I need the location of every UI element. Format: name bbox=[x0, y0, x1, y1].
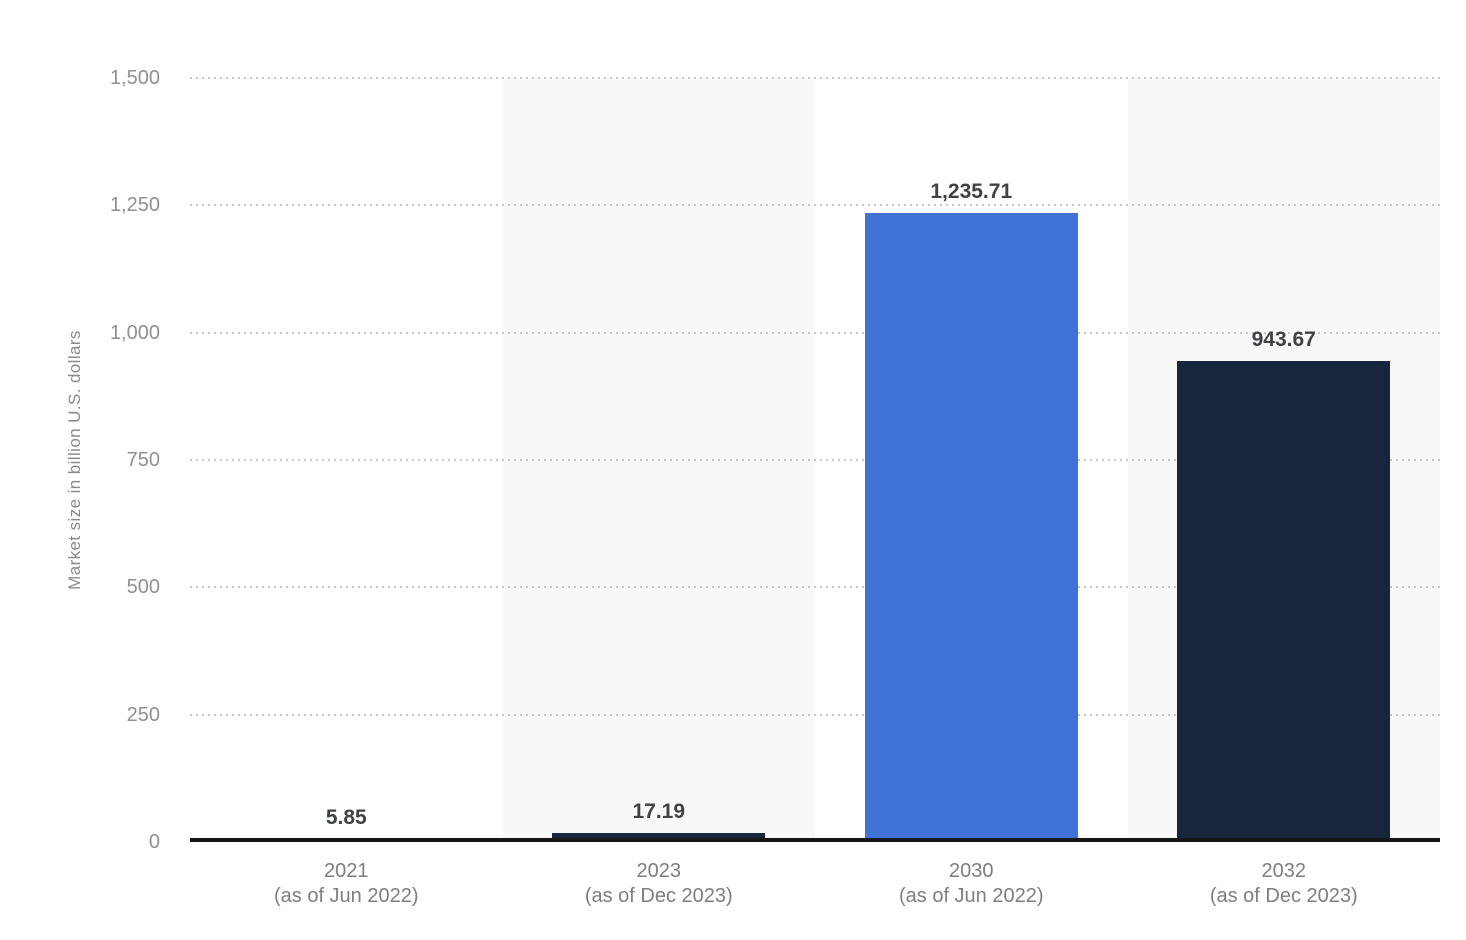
bar-2023[interactable] bbox=[552, 833, 766, 842]
gridline-1,000 bbox=[190, 331, 1440, 334]
x-axis-line bbox=[190, 838, 1440, 842]
gridline-750 bbox=[190, 459, 1440, 461]
x-tick-year: 2032 bbox=[1261, 860, 1307, 882]
value-label-2023: 17.19 bbox=[632, 800, 686, 824]
x-tick-year: 2030 bbox=[949, 860, 994, 882]
x-tick-note: (as of Jun 2022) bbox=[273, 885, 419, 907]
value-label-2021: 5.85 bbox=[325, 806, 367, 830]
x-tick-label-2021: 2021 (as of Jun 2022) bbox=[190, 859, 503, 909]
gridline-500 bbox=[190, 586, 1440, 589]
value-label-2030: 1,235.71 bbox=[930, 179, 1013, 203]
y-tick-label-1,250: 1,250 bbox=[109, 194, 160, 217]
x-tick-label-2030: 2030 (as of Jun 2022) bbox=[815, 859, 1128, 909]
gridline-1,500 bbox=[190, 77, 1440, 79]
x-tick-year: 2021 bbox=[324, 860, 369, 882]
y-tick-label-1,000: 1,000 bbox=[109, 321, 160, 344]
y-tick-label-750: 750 bbox=[126, 449, 160, 471]
y-tick-label-500: 500 bbox=[126, 576, 160, 599]
gridline-1,250 bbox=[190, 204, 1440, 207]
y-tick-label-1,500: 1,500 bbox=[109, 67, 160, 89]
value-label-2032: 943.67 bbox=[1251, 328, 1316, 352]
x-tick-label-2032: 2032 (as of Dec 2023) bbox=[1128, 859, 1441, 909]
gridline-250 bbox=[190, 713, 1440, 716]
x-tick-note: (as of Dec 2023) bbox=[1209, 885, 1358, 907]
x-tick-note: (as of Dec 2023) bbox=[584, 885, 733, 907]
x-tick-label-2023: 2023 (as of Dec 2023) bbox=[503, 859, 816, 909]
bar-2032[interactable] bbox=[1177, 361, 1391, 842]
x-tick-note: (as of Jun 2022) bbox=[898, 885, 1044, 907]
x-tick-year: 2023 bbox=[636, 860, 682, 882]
bar-2030[interactable] bbox=[864, 212, 1078, 842]
y-tick-label-0: 0 bbox=[148, 831, 160, 853]
y-tick-label-250: 250 bbox=[126, 703, 160, 726]
